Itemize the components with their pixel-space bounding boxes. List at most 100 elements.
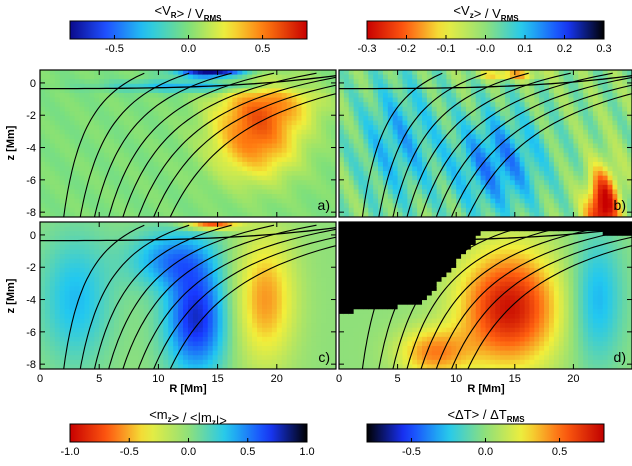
heatmap-cell (44, 244, 51, 251)
heatmap-cell (153, 263, 159, 269)
heatmap-cell (311, 111, 317, 117)
heatmap-cell (612, 171, 618, 177)
heatmap-cell (54, 272, 61, 278)
heatmap-cell (133, 171, 140, 177)
heatmap-cell (143, 88, 150, 94)
heatmap-cell (387, 161, 394, 168)
heatmap-cell (232, 207, 238, 213)
heatmap-cell (74, 171, 81, 177)
heatmap-cell (627, 97, 632, 103)
heatmap-cell (138, 88, 145, 94)
heatmap-cell (128, 207, 135, 213)
heatmap-cell (183, 203, 189, 209)
heatmap-cell (306, 129, 312, 135)
heatmap-cell (133, 138, 140, 145)
heatmap-cell (183, 281, 189, 287)
heatmap-cell (49, 115, 56, 122)
heatmap-cell (607, 184, 614, 191)
heatmap-cell (441, 83, 448, 89)
heatmap-cell (59, 189, 66, 195)
heatmap-cell (40, 115, 46, 122)
heatmap-cell (412, 106, 418, 112)
heatmap-cell (212, 134, 219, 140)
heatmap-cell (40, 346, 46, 352)
heatmap-cell (69, 175, 76, 181)
heatmap-cell (627, 134, 632, 140)
heatmap-cell (202, 102, 209, 108)
heatmap-cell (311, 194, 317, 200)
heatmap-cell (183, 244, 189, 251)
heatmap-cell (183, 235, 189, 241)
heatmap-cell (519, 180, 526, 186)
heatmap-cell (519, 129, 526, 135)
heatmap-cell (227, 111, 233, 117)
heatmap-cell (607, 74, 614, 80)
heatmap-cell (480, 106, 487, 112)
heatmap-cell (291, 207, 298, 213)
heatmap-cell (495, 161, 501, 168)
heatmap-cell (168, 97, 174, 103)
heatmap-cell (291, 184, 298, 191)
heatmap-cell (59, 355, 66, 361)
heatmap-cell (321, 138, 327, 145)
heatmap-cell (74, 263, 81, 269)
heatmap-cell (94, 166, 100, 172)
heatmap-cell (237, 189, 243, 195)
heatmap-cell (247, 74, 253, 80)
heatmap-cell (64, 350, 71, 356)
heatmap-cell (104, 244, 110, 251)
heatmap-cell (358, 157, 365, 163)
heatmap-cell (222, 212, 229, 217)
heatmap-cell (84, 346, 90, 352)
heatmap-cell (104, 290, 110, 297)
heatmap-cell (578, 74, 584, 80)
heatmap-cell (173, 92, 179, 99)
heatmap-cell (326, 175, 332, 181)
heatmap-cell (183, 359, 189, 365)
heatmap-cell (79, 92, 85, 99)
heatmap-cell (316, 152, 322, 158)
y-tick-label: -2 (26, 110, 36, 122)
heatmap-cell (114, 235, 120, 241)
heatmap-cell (44, 300, 51, 306)
heatmap-cell (368, 143, 374, 149)
heatmap-cell (104, 207, 110, 213)
heatmap-cell (192, 346, 199, 352)
heatmap-cell (548, 106, 555, 112)
heatmap-cell (143, 240, 150, 246)
heatmap-cell (436, 212, 443, 217)
heatmap-cell (84, 323, 90, 329)
heatmap-cell (188, 327, 194, 333)
heatmap-cell (158, 346, 164, 352)
heatmap-cell (163, 249, 169, 255)
heatmap-cell (426, 152, 433, 158)
heatmap-cell (563, 194, 570, 200)
heatmap-cell (402, 194, 408, 200)
heatmap-cell (74, 79, 81, 85)
heatmap-cell (544, 97, 550, 103)
heatmap-cell (197, 231, 204, 237)
heatmap-cell (563, 152, 570, 158)
heatmap-cell (353, 120, 360, 126)
heatmap-cell (247, 115, 253, 122)
heatmap-cell (153, 336, 159, 343)
heatmap-cell (49, 203, 56, 209)
heatmap-cell (358, 83, 365, 89)
heatmap-cell (311, 106, 317, 112)
heatmap-cell (485, 207, 491, 213)
heatmap-cell (59, 359, 66, 365)
heatmap-cell (118, 129, 125, 135)
heatmap-cell (490, 125, 496, 131)
heatmap-cell (207, 198, 214, 204)
heatmap-cell (123, 184, 130, 191)
heatmap-cell (602, 207, 609, 213)
heatmap-cell (104, 152, 110, 158)
heatmap-cell (368, 138, 374, 145)
heatmap-cell (588, 102, 594, 108)
heatmap-cell (133, 143, 140, 149)
heatmap-cell (321, 161, 327, 168)
heatmap-cell (480, 74, 487, 80)
heatmap-cell (158, 180, 164, 186)
heatmap-cell (568, 189, 574, 195)
